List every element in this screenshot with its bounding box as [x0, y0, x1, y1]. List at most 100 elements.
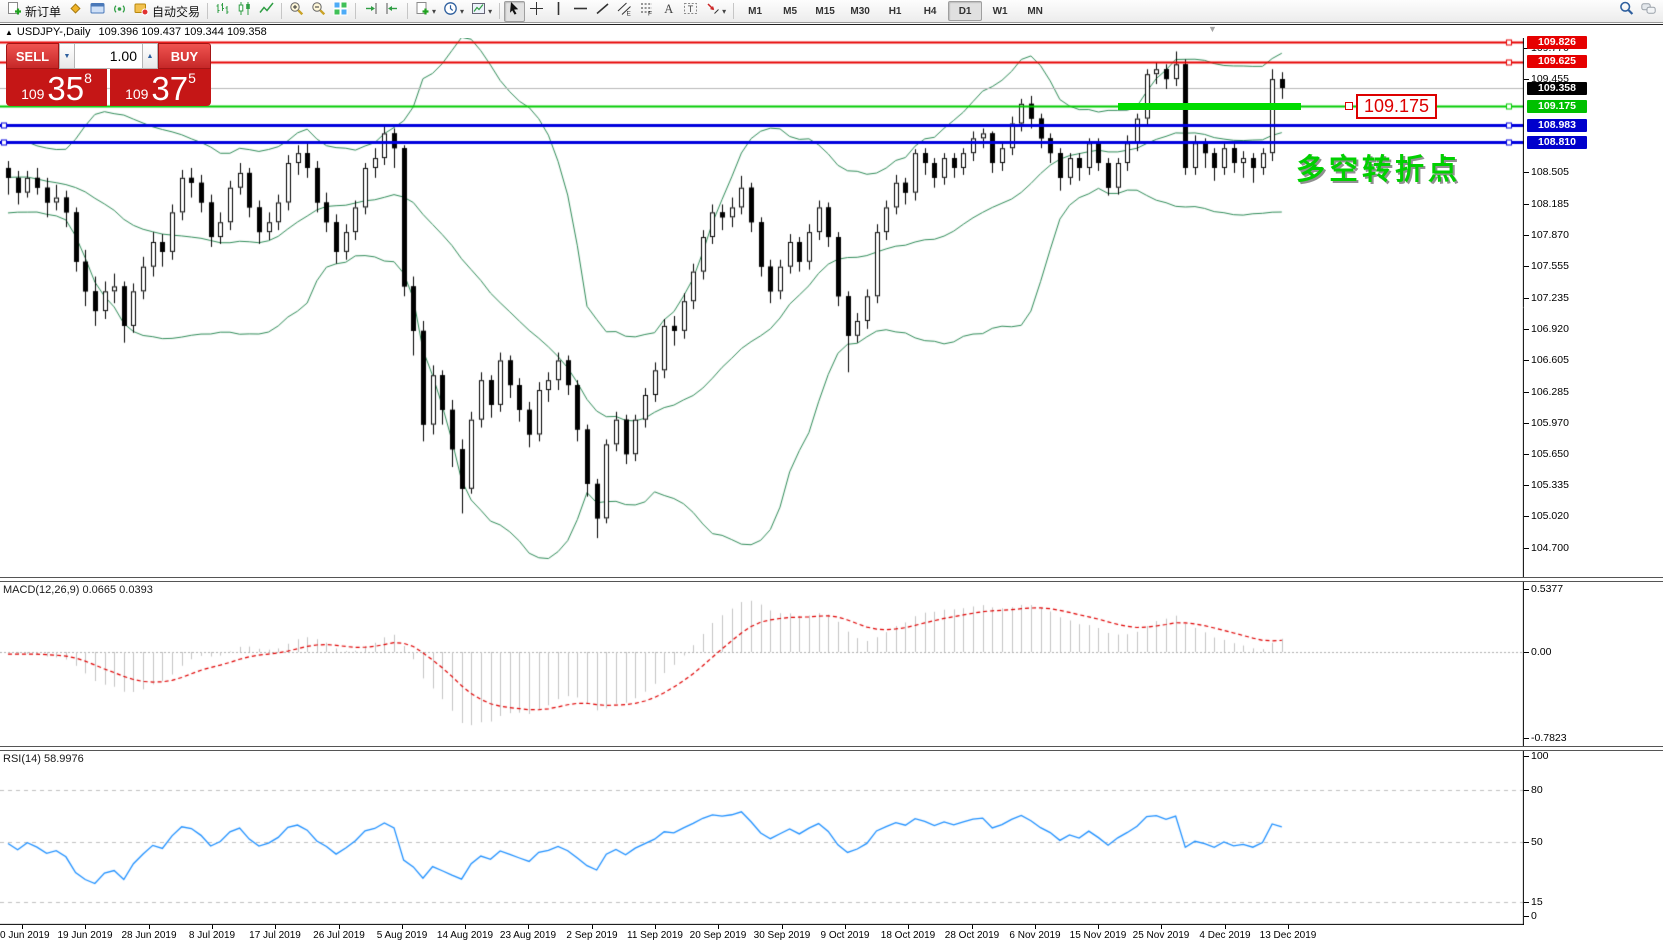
- toolbar-button-trendline[interactable]: [592, 1, 613, 22]
- macd-chart-canvas[interactable]: [0, 582, 1524, 746]
- buy-price-pip: 5: [188, 70, 196, 86]
- price-tick-mark: [1524, 266, 1529, 267]
- toolbar-button-signals[interactable]: [109, 1, 130, 22]
- toolbar-button-arrows[interactable]: ▾: [702, 1, 729, 22]
- price-callout-label[interactable]: 109.175: [1356, 94, 1438, 120]
- date-tick-label: 20 Sep 2019: [689, 930, 747, 941]
- toolbar-button-zoom-in[interactable]: [286, 1, 307, 22]
- expand-icon[interactable]: ▲: [5, 27, 13, 37]
- date-tick-mark: [149, 925, 150, 929]
- rsi-tick-label: 15: [1531, 896, 1543, 909]
- toolbar-button-bar-chart[interactable]: [212, 1, 233, 22]
- volume-increase-button[interactable]: ▲: [142, 43, 158, 69]
- toolbar-button-text-label[interactable]: T: [680, 1, 701, 22]
- buy-button[interactable]: BUY: [158, 43, 211, 69]
- toolbar-separator: [281, 3, 283, 19]
- toolbar-button-horizontal-line[interactable]: [570, 1, 591, 22]
- toolbar-button-chart-shift[interactable]: [382, 1, 403, 22]
- chart-shift-icon: [385, 1, 400, 21]
- chevron-down-icon: ▾: [460, 6, 465, 16]
- date-tick-mark: [718, 925, 719, 929]
- macd-tick-label: -0.7823: [1531, 732, 1567, 744]
- price-callout-handle[interactable]: [1345, 102, 1353, 111]
- toolbar-button-periods[interactable]: ▾: [440, 1, 467, 22]
- svg-text:A: A: [664, 2, 673, 16]
- svg-text:T: T: [688, 4, 694, 14]
- toolbar-button-market-watch[interactable]: [65, 1, 86, 22]
- toolbar: 新订单 自动交易 ▾ ▾ ▾ E F A T ▾ M1 M5 M15 M30 H1 H4 D1 W1 MN: [0, 0, 1663, 23]
- timeframe-button-mn[interactable]: MN: [1027, 5, 1043, 17]
- price-tick-mark: [1524, 360, 1529, 361]
- timeframe-button-m5[interactable]: M5: [783, 5, 798, 17]
- toolbar-button-templates[interactable]: ▾: [468, 1, 495, 22]
- timeframe-button-d1[interactable]: D1: [948, 1, 983, 21]
- zoom-in-icon: [289, 1, 304, 21]
- toolbar-button-tile-windows[interactable]: [330, 1, 351, 22]
- toolbar-button-text[interactable]: A: [658, 1, 679, 22]
- macd-pane[interactable]: [0, 582, 1524, 746]
- sell-price-big: 35: [47, 70, 85, 107]
- toolbar-button-new-chart[interactable]: ▾: [412, 1, 439, 22]
- price-tick-label: 107.235: [1531, 291, 1569, 304]
- sell-button[interactable]: SELL: [6, 43, 59, 69]
- toolbar-button-cursor[interactable]: [504, 0, 526, 22]
- price-tick-label: 107.555: [1531, 260, 1569, 273]
- rsi-chart-canvas[interactable]: [0, 751, 1524, 925]
- chart-text-annotation[interactable]: 多空转折点: [1296, 154, 1462, 186]
- timeframe-button-w1[interactable]: W1: [992, 5, 1008, 17]
- toolbar-button-crosshair[interactable]: [526, 1, 547, 22]
- toolbar-button-equidistant-channel[interactable]: E: [614, 1, 635, 22]
- date-tick-label: 26 Jul 2019: [313, 930, 365, 941]
- trendline-segment[interactable]: [1117, 102, 1302, 110]
- pane-separator[interactable]: [0, 577, 1663, 582]
- hline-price-label: 108.983: [1527, 119, 1587, 132]
- toolbar-button-zoom-out[interactable]: [308, 1, 329, 22]
- text-label-icon: T: [683, 1, 698, 21]
- rsi-pane[interactable]: [0, 751, 1524, 925]
- timeframe-button-m30[interactable]: M30: [850, 5, 870, 17]
- price-tick-label: 104.700: [1531, 542, 1569, 554]
- toolbar-button-candlestick-chart[interactable]: [234, 1, 255, 22]
- toolbar-button-auto-trading[interactable]: 自动交易: [131, 1, 203, 22]
- price-tick-label: 107.870: [1531, 229, 1569, 242]
- toolbar-button-fibonacci[interactable]: F: [636, 1, 657, 22]
- date-tick-mark: [339, 925, 340, 929]
- date-tick-label: 2 Sep 2019: [566, 930, 618, 941]
- timeframe-button-m15[interactable]: M15: [815, 5, 835, 17]
- volume-input[interactable]: [75, 43, 142, 69]
- timeframe-button-h4[interactable]: H4: [923, 5, 937, 17]
- toolbar-separator: [207, 3, 209, 19]
- toolbar-button-new-order[interactable]: 新订单: [4, 1, 64, 22]
- new-order-icon: [7, 1, 22, 21]
- date-tick-mark: [1225, 925, 1226, 929]
- toolbar-button-chat[interactable]: [1638, 1, 1659, 22]
- chevron-down-icon: ▾: [488, 6, 493, 16]
- pane-separator[interactable]: [0, 746, 1663, 751]
- date-tick-label: 14 Aug 2019: [436, 930, 494, 941]
- price-tick-mark: [1524, 204, 1529, 205]
- toolbar-button-terminal[interactable]: [87, 1, 108, 22]
- scroll-marker-icon: ▼: [1208, 24, 1217, 34]
- timeframe-button-m1[interactable]: M1: [748, 5, 763, 17]
- buy-price-display[interactable]: 109 37 5: [110, 69, 211, 106]
- volume-decrease-button[interactable]: ▼: [59, 43, 75, 69]
- toolbar-button-vertical-line[interactable]: [548, 1, 569, 22]
- main-chart-pane[interactable]: [0, 38, 1524, 577]
- toolbar-button-line-chart[interactable]: [256, 1, 277, 22]
- price-tick-label: 105.970: [1531, 416, 1569, 429]
- price-tick-mark: [1524, 485, 1529, 486]
- timeframe-button-h1[interactable]: H1: [888, 5, 902, 17]
- bar-chart-icon: [215, 1, 230, 21]
- sell-price-display[interactable]: 109 35 8: [6, 69, 107, 106]
- toolbar-button-auto-scroll[interactable]: [360, 1, 381, 22]
- date-tick-label: 17 Jul 2019: [249, 930, 301, 941]
- candlestick-chart-canvas[interactable]: [0, 38, 1524, 577]
- toolbar-button-search[interactable]: [1616, 1, 1637, 22]
- price-tick-mark: [1524, 235, 1529, 236]
- date-tick-mark: [908, 925, 909, 929]
- date-tick-mark: [845, 925, 846, 929]
- rsi-tick-label: 0: [1531, 910, 1537, 922]
- svg-text:E: E: [627, 11, 632, 17]
- chevron-down-icon: ▾: [722, 6, 727, 16]
- fibonacci-icon: F: [639, 1, 654, 21]
